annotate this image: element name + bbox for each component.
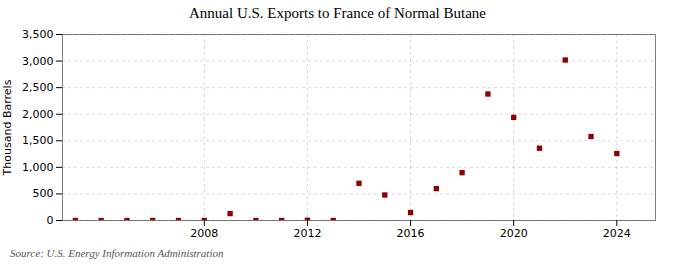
- svg-text:0: 0: [47, 214, 54, 227]
- svg-text:2,000: 2,000: [22, 108, 54, 121]
- svg-text:2020: 2020: [500, 227, 528, 240]
- svg-text:2012: 2012: [293, 227, 321, 240]
- svg-text:500: 500: [33, 187, 54, 200]
- svg-text:3,500: 3,500: [22, 28, 54, 41]
- svg-text:Thousand Barrels: Thousand Barrels: [1, 79, 14, 176]
- svg-text:2,500: 2,500: [22, 81, 54, 94]
- svg-text:1,000: 1,000: [22, 161, 54, 174]
- svg-text:2016: 2016: [397, 227, 425, 240]
- svg-text:3,000: 3,000: [22, 55, 54, 68]
- svg-text:2024: 2024: [603, 227, 631, 240]
- svg-text:1,500: 1,500: [22, 134, 54, 147]
- html-text:Annual U.S. Exports to France: Annual U.S. Exports to France of Normal …: [189, 5, 486, 21]
- html-text:Source: U.S. Energy Informatio: Source: U.S. Energy Information Administ…: [10, 247, 224, 259]
- svg-text:2008: 2008: [190, 227, 218, 240]
